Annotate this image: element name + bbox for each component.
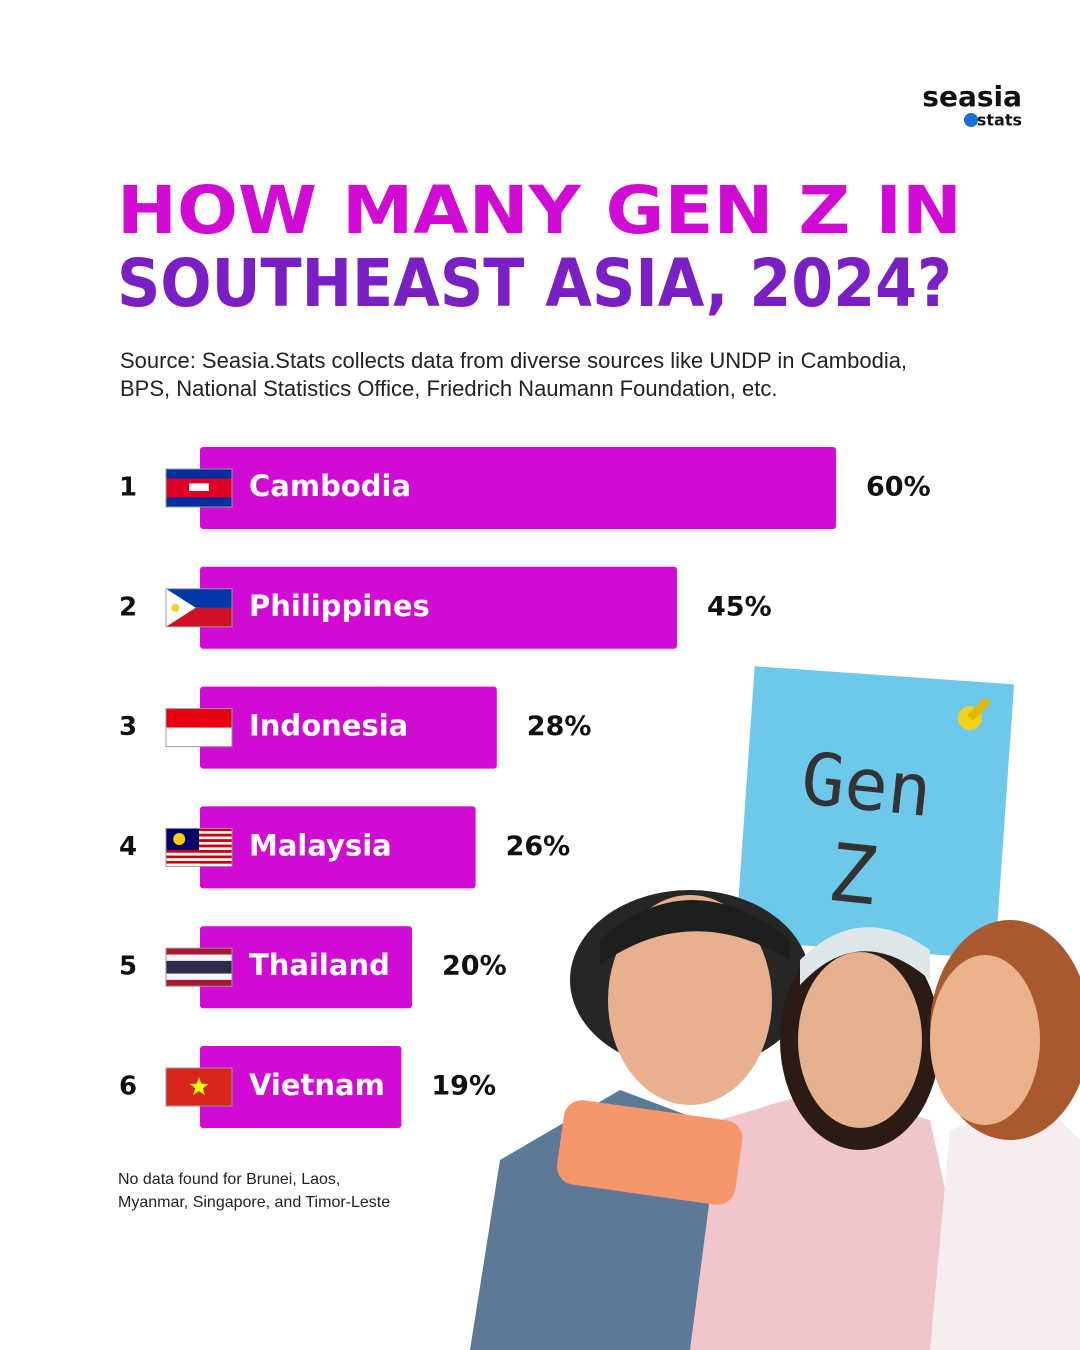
bar: [200, 447, 836, 529]
rank: 1: [119, 473, 137, 503]
flag-part: [166, 708, 232, 728]
flag-part: [173, 833, 186, 846]
flag-border: [165, 1067, 233, 1107]
flag: [165, 588, 233, 628]
bar: [200, 566, 677, 649]
flag: [165, 708, 233, 748]
flag-part: [166, 588, 196, 627]
flag-part: [166, 860, 232, 864]
flag-part: [166, 850, 232, 853]
annotation: Myanmar, Singapore, and Timor-Leste: [118, 1194, 390, 1211]
bar: [200, 926, 412, 1009]
value-label: 28%: [527, 711, 592, 742]
flag-border: [165, 708, 233, 748]
rank: 6: [119, 1072, 137, 1102]
bar: [200, 686, 497, 769]
chart-title: HOW MANY GEN Z IN: [117, 172, 962, 249]
category-label: Malaysia: [249, 828, 392, 862]
flag-part: [166, 863, 232, 867]
rank: 2: [119, 592, 137, 622]
flag-part: [189, 483, 209, 492]
note-text: Z: [824, 826, 882, 924]
flag-part: [166, 858, 232, 861]
subtitle: Source: Seasia.Stats collects data from …: [120, 348, 907, 373]
note-text: Gen: [798, 736, 936, 833]
flag: [165, 947, 233, 987]
subtitle: BPS, National Statistics Office, Friedri…: [120, 376, 777, 401]
logo-name: seasia: [922, 80, 1022, 113]
value-label: 19%: [431, 1071, 496, 1102]
category-label: Thailand: [249, 948, 390, 982]
flag-border: [165, 468, 233, 508]
value-label: 60%: [866, 472, 931, 503]
chart-title: SOUTHEAST ASIA, 2024?: [117, 245, 952, 322]
flag-border: [165, 947, 233, 987]
logo-icon: [964, 113, 978, 127]
category-label: Philippines: [249, 589, 430, 623]
photo: Gen Z: [470, 666, 1080, 1350]
category-label: Cambodia: [249, 469, 411, 503]
category-label: Indonesia: [249, 709, 408, 743]
logo-sub: stats: [977, 111, 1022, 130]
annotation: No data found for Brunei, Laos,: [118, 1171, 340, 1188]
flag-part: [166, 855, 232, 859]
value-label: 45%: [707, 591, 772, 622]
rank: 5: [119, 952, 137, 982]
rank: 3: [119, 712, 137, 742]
rank: 4: [119, 832, 137, 862]
bar: [200, 1046, 402, 1128]
flag: [165, 827, 233, 867]
flag-part: [166, 727, 232, 747]
flag: [165, 468, 233, 508]
flag: [165, 1067, 233, 1107]
category-label: Vietnam: [249, 1068, 385, 1102]
flag-part: [166, 960, 232, 974]
flag-border: [165, 588, 233, 628]
sticky-note: [735, 666, 1015, 959]
value-label: 20%: [442, 951, 507, 982]
flag-part: [189, 1077, 209, 1096]
flag-part: [166, 852, 232, 856]
flag-border: [165, 827, 233, 867]
bar: [200, 806, 476, 889]
value-label: 26%: [506, 831, 571, 862]
flag-part: [171, 603, 180, 612]
